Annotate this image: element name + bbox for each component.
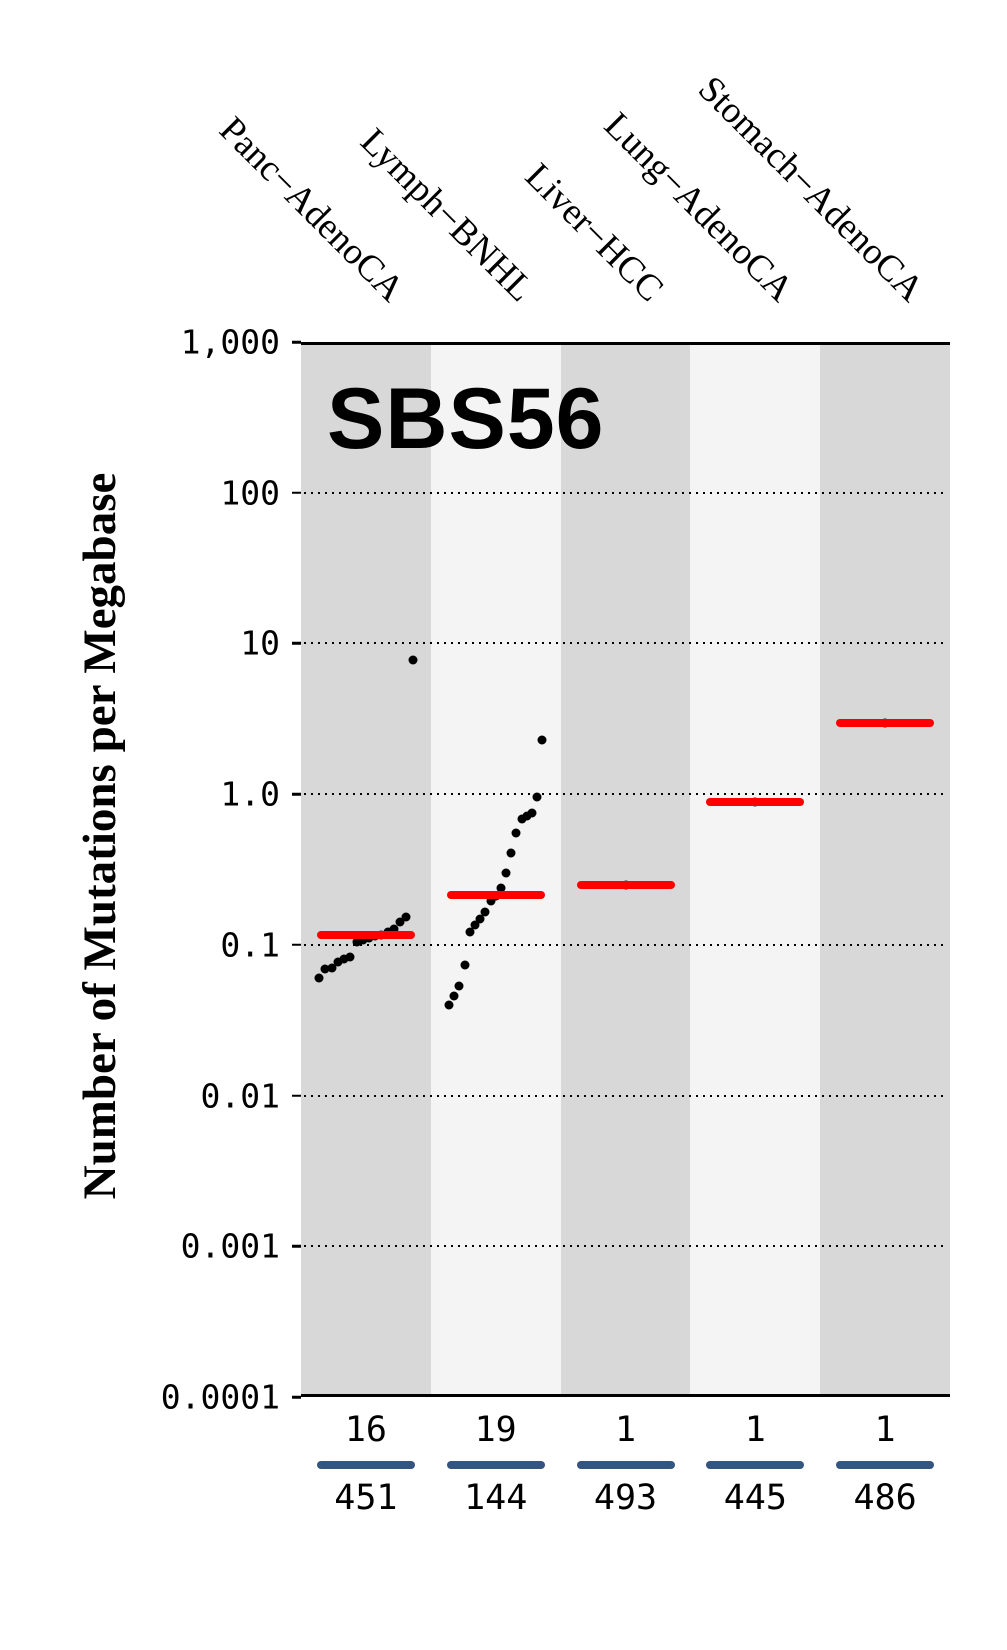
y-tick-label: 0.01 — [200, 1076, 280, 1116]
y-tick-label: 0.1 — [220, 925, 280, 965]
data-point — [470, 920, 480, 930]
total-sample-count: 486 — [853, 1478, 917, 1518]
y-tick-mark — [292, 1395, 301, 1399]
data-point — [333, 957, 343, 967]
signature-sample-count: 1 — [744, 1410, 766, 1450]
data-point — [517, 814, 527, 824]
data-point — [444, 1000, 454, 1010]
gridline — [304, 1245, 947, 1248]
y-tick-mark — [292, 943, 301, 947]
data-point — [532, 792, 542, 802]
y-tick-label: 0.001 — [180, 1226, 280, 1266]
total-sample-count: 451 — [334, 1478, 398, 1518]
y-tick-mark — [292, 340, 301, 344]
column-header-stomach-adenoca: Stomach−AdenoCA — [689, 68, 932, 310]
data-point — [389, 924, 399, 934]
y-tick-label: 100 — [220, 473, 280, 513]
column-band — [690, 345, 821, 1394]
data-point — [401, 912, 411, 922]
total-sample-count: 445 — [723, 1478, 787, 1518]
column-band — [560, 345, 691, 1394]
gridline — [304, 491, 947, 494]
data-point — [465, 927, 475, 937]
column-band — [301, 345, 431, 1394]
data-point — [480, 907, 490, 917]
median-line — [316, 930, 415, 939]
count-divider-bar — [836, 1461, 935, 1469]
count-divider-bar — [576, 1461, 675, 1469]
data-point — [522, 811, 532, 821]
count-divider-bar — [316, 1461, 415, 1469]
median-line — [836, 719, 935, 728]
gridline — [304, 642, 947, 645]
y-axis-label: Number of Mutations per Megabase — [74, 472, 126, 1200]
data-point — [352, 937, 362, 947]
data-point — [501, 868, 511, 878]
gridline — [304, 943, 947, 946]
median-line — [576, 880, 675, 889]
data-point — [486, 896, 495, 906]
y-tick-label: 10 — [240, 623, 280, 663]
data-point — [511, 828, 521, 838]
data-point — [527, 808, 537, 818]
y-tick-mark — [292, 1094, 301, 1097]
y-tick-mark — [292, 1245, 301, 1248]
column-band — [820, 345, 950, 1394]
gridline — [304, 1094, 947, 1097]
y-tick-mark — [292, 491, 301, 494]
data-point — [537, 735, 547, 745]
y-tick-label: 1.0 — [220, 774, 280, 814]
signature-sample-count: 1 — [614, 1410, 637, 1450]
data-point — [475, 914, 485, 924]
data-point — [345, 952, 355, 962]
data-point — [358, 935, 368, 945]
data-point — [449, 991, 459, 1001]
data-point — [395, 917, 405, 927]
signature-sample-count: 19 — [474, 1410, 517, 1450]
data-point — [314, 973, 324, 983]
data-point — [454, 981, 464, 991]
total-sample-count: 144 — [464, 1478, 528, 1518]
signature-sample-count: 1 — [874, 1410, 896, 1450]
median-line — [706, 797, 805, 806]
y-tick-label: 0.0001 — [160, 1377, 280, 1417]
gridline — [304, 793, 947, 796]
y-tick-mark — [292, 792, 301, 796]
total-sample-count: 493 — [593, 1478, 658, 1518]
signature-sample-count: 16 — [344, 1410, 387, 1450]
data-point — [327, 963, 337, 973]
y-tick-label: 1,000 — [180, 322, 280, 362]
data-point — [496, 883, 506, 893]
data-point — [408, 655, 418, 665]
median-line — [446, 890, 545, 899]
signature-title: SBS56 — [327, 371, 605, 467]
data-point — [339, 954, 349, 964]
column-band — [430, 345, 561, 1394]
y-tick-mark — [292, 642, 301, 645]
count-divider-bar — [706, 1461, 805, 1469]
data-point — [506, 848, 516, 857]
data-point — [320, 964, 330, 974]
data-point — [460, 960, 470, 970]
count-divider-bar — [446, 1461, 545, 1469]
plot-area — [301, 342, 950, 1397]
